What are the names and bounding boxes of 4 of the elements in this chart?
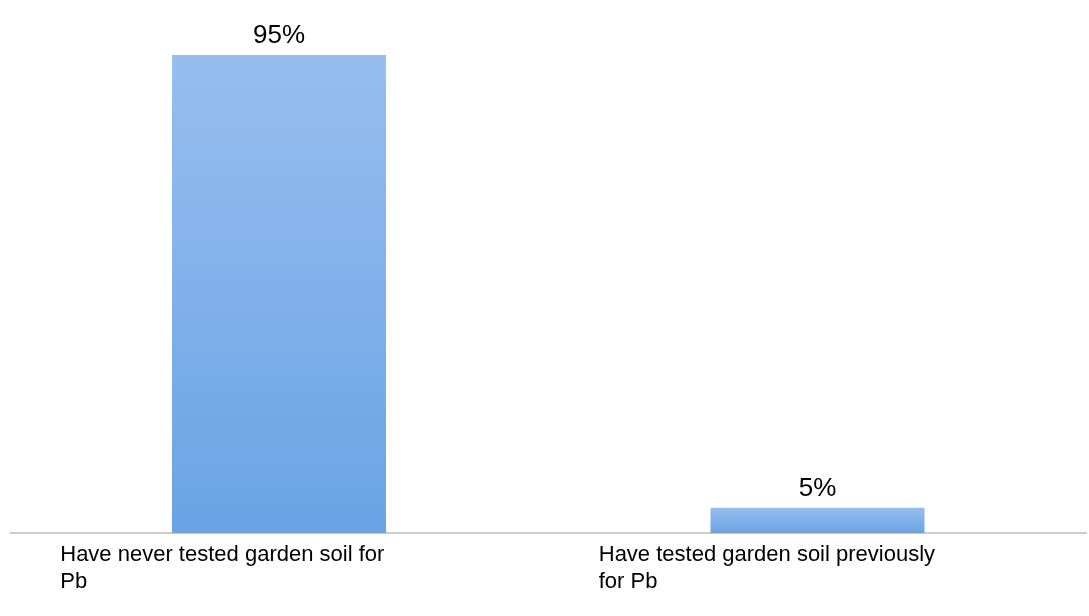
data-label: 95% (252, 19, 306, 49)
data-label: 5% (798, 471, 837, 502)
x-tick-label: Have never tested garden soil for Pb (60, 541, 385, 593)
x-tick-label: Have tested garden soil previously for Pb (598, 541, 936, 593)
